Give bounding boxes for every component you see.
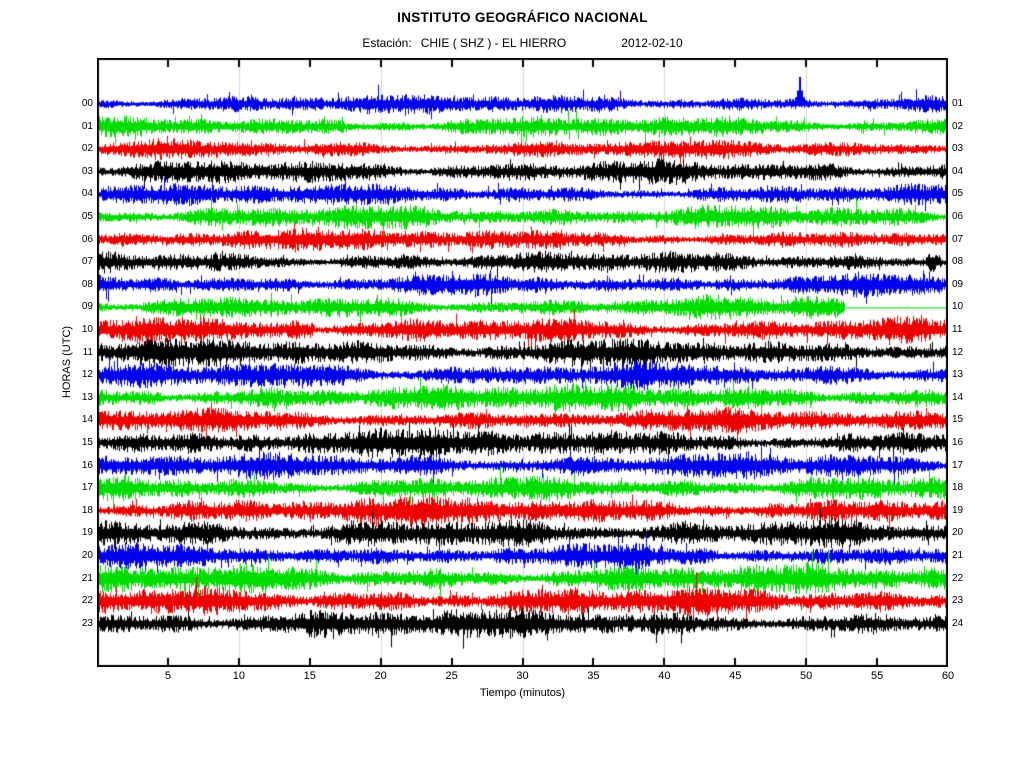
hour-label-left-11: 11 [82,346,93,358]
x-tick-label-30: 30 [516,670,529,682]
hour-label-right-14: 14 [952,391,964,403]
hour-label-left-15: 15 [81,437,93,448]
hour-label-left-12: 12 [81,369,93,381]
hour-label-right-02: 02 [952,120,964,132]
x-tick-label-15: 15 [303,670,316,682]
station-label: Estación: [362,36,412,50]
hour-label-right-05: 05 [952,188,964,200]
hour-label-left-22: 22 [81,595,93,607]
hour-label-right-08: 08 [952,256,964,268]
x-tick-label-50: 50 [800,670,813,682]
hour-label-right-24: 24 [952,617,964,629]
hour-label-right-20: 20 [952,527,964,539]
hour-label-left-18: 18 [81,504,93,516]
hour-label-right-12: 12 [952,346,964,358]
hour-label-left-21: 21 [81,572,93,584]
x-tick-label-45: 45 [729,670,742,682]
hour-label-left-20: 20 [81,550,93,561]
hour-label-right-09: 09 [952,278,964,290]
x-tick-label-20: 20 [374,670,387,682]
hour-label-right-10: 10 [952,301,964,313]
x-axis-label: Tiempo (minutos) [479,687,566,699]
hour-label-left-00: 00 [81,98,93,109]
hour-label-left-06: 06 [81,233,93,245]
x-tick-label-5: 5 [164,670,171,682]
hour-label-right-23: 23 [952,595,964,607]
hour-label-right-01: 01 [952,98,964,109]
hour-label-right-21: 21 [952,550,964,561]
hour-label-left-13: 13 [81,391,93,403]
hour-label-left-04: 04 [81,188,93,200]
hour-label-right-18: 18 [952,482,964,494]
hour-label-left-08: 08 [81,278,93,290]
hour-label-left-17: 17 [81,482,93,494]
hour-label-right-15: 15 [952,414,964,426]
hour-label-right-06: 06 [952,211,964,222]
hour-label-left-14: 14 [81,414,93,426]
hour-label-left-09: 09 [81,301,93,313]
x-tick-label-40: 40 [658,670,671,682]
x-tick-label-60: 60 [941,670,955,682]
page-title: INSTITUTO GEOGRÁFICO NACIONAL [397,10,648,25]
seismogram-plot-canvas [97,58,948,667]
station-name: CHIE ( SHZ ) - EL HIERRO [420,36,567,50]
hour-label-left-07: 07 [81,256,93,268]
hour-label-left-02: 02 [81,143,93,155]
hour-label-right-19: 19 [952,504,964,516]
hour-label-left-23: 23 [81,617,93,629]
hour-label-right-03: 03 [952,143,964,155]
hour-label-left-10: 10 [81,324,93,335]
hour-label-left-05: 05 [81,211,93,222]
x-tick-label-35: 35 [587,670,600,682]
hour-label-right-16: 16 [952,437,964,448]
hour-label-right-07: 07 [952,233,964,245]
x-tick-label-25: 25 [445,670,458,682]
x-tick-label-10: 10 [232,670,245,682]
hour-label-left-19: 19 [81,527,93,539]
x-tick-label-55: 55 [870,670,884,682]
subtitle: Estación: CHIE ( SHZ ) - EL HIERRO 2012-… [97,36,948,50]
hour-label-left-16: 16 [81,459,93,471]
hour-label-right-04: 04 [952,165,964,177]
hour-label-right-11: 11 [952,324,963,335]
hour-label-right-22: 22 [952,572,964,584]
hour-label-left-03: 03 [81,165,93,177]
hour-label-right-13: 13 [952,369,964,381]
hour-label-left-01: 01 [81,120,93,132]
hour-label-right-17: 17 [952,459,964,471]
record-date: 2012-02-10 [621,36,683,50]
